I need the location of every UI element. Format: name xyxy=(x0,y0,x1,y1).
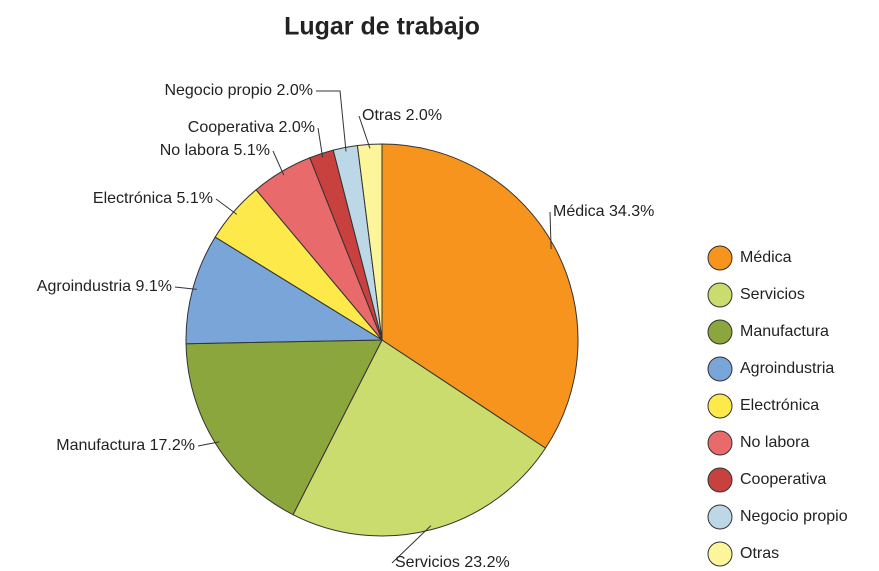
legend-swatch xyxy=(707,319,733,345)
slice-label-name: Cooperativa xyxy=(188,119,274,136)
pie-slice xyxy=(292,339,547,537)
leader-line xyxy=(215,198,238,215)
slice-label-name: Agroindustria xyxy=(37,278,131,295)
leader-line xyxy=(317,127,324,158)
leader-line xyxy=(549,211,552,250)
leader-line xyxy=(316,90,347,152)
slice-label-value: 23.2% xyxy=(464,554,509,571)
pie-slice xyxy=(185,339,383,516)
slice-label-value: 5.1% xyxy=(177,190,213,207)
slice-label: Cooperativa 2.0% xyxy=(188,119,315,136)
leader-line xyxy=(358,115,371,149)
legend-label: No labora xyxy=(740,434,809,451)
legend-swatch xyxy=(707,393,733,419)
leader-line xyxy=(272,150,285,176)
legend-swatch xyxy=(707,245,733,271)
slice-label-value: 2.0% xyxy=(277,82,313,99)
slice-label-value: 34.3% xyxy=(609,203,654,220)
legend-swatch xyxy=(707,504,733,530)
slice-label: Negocio propio 2.0% xyxy=(164,82,313,99)
pie-slice xyxy=(356,143,383,341)
legend-label: Otras xyxy=(740,545,779,562)
chart-title: Lugar de trabajo xyxy=(284,13,480,41)
legend-label: Cooperativa xyxy=(740,471,826,488)
slice-label-name: No labora xyxy=(160,142,229,159)
legend-swatch xyxy=(707,430,733,456)
slice-label-name: Negocio propio xyxy=(164,82,272,99)
legend-label: Médica xyxy=(740,249,792,266)
legend-label: Agroindustria xyxy=(740,360,834,377)
slice-label: Electrónica 5.1% xyxy=(93,190,213,207)
legend-swatch xyxy=(707,356,733,382)
slice-label: Agroindustria 9.1% xyxy=(37,278,172,295)
slice-label-value: 2.0% xyxy=(279,119,315,136)
slice-label-name: Manufactura xyxy=(56,437,145,454)
legend-label: Manufactura xyxy=(740,323,829,340)
legend-swatch xyxy=(707,282,733,308)
slice-label: Médica 34.3% xyxy=(553,203,654,220)
pie-slice xyxy=(185,236,384,345)
slice-label: Manufactura 17.2% xyxy=(56,437,195,454)
slice-label-name: Otras xyxy=(362,107,401,124)
leader-line xyxy=(197,441,220,447)
slice-label: No labora 5.1% xyxy=(160,142,270,159)
slice-label-name: Electrónica xyxy=(93,190,172,207)
slice-label: Otras 2.0% xyxy=(362,107,442,124)
legend-swatch xyxy=(707,541,733,567)
slice-label: Servicios 23.2% xyxy=(395,554,510,571)
slice-label-value: 9.1% xyxy=(136,278,172,295)
slice-label-name: Servicios xyxy=(395,554,460,571)
slice-label-value: 17.2% xyxy=(150,437,195,454)
leader-line xyxy=(391,525,432,564)
legend-swatch xyxy=(707,467,733,493)
legend-label: Servicios xyxy=(740,286,805,303)
legend-label: Negocio propio xyxy=(740,508,848,525)
slice-label-value: 2.0% xyxy=(406,107,442,124)
legend-label: Electrónica xyxy=(740,397,819,414)
slice-label-name: Médica xyxy=(553,203,605,220)
slice-label-value: 5.1% xyxy=(234,142,270,159)
leader-line xyxy=(174,286,197,290)
